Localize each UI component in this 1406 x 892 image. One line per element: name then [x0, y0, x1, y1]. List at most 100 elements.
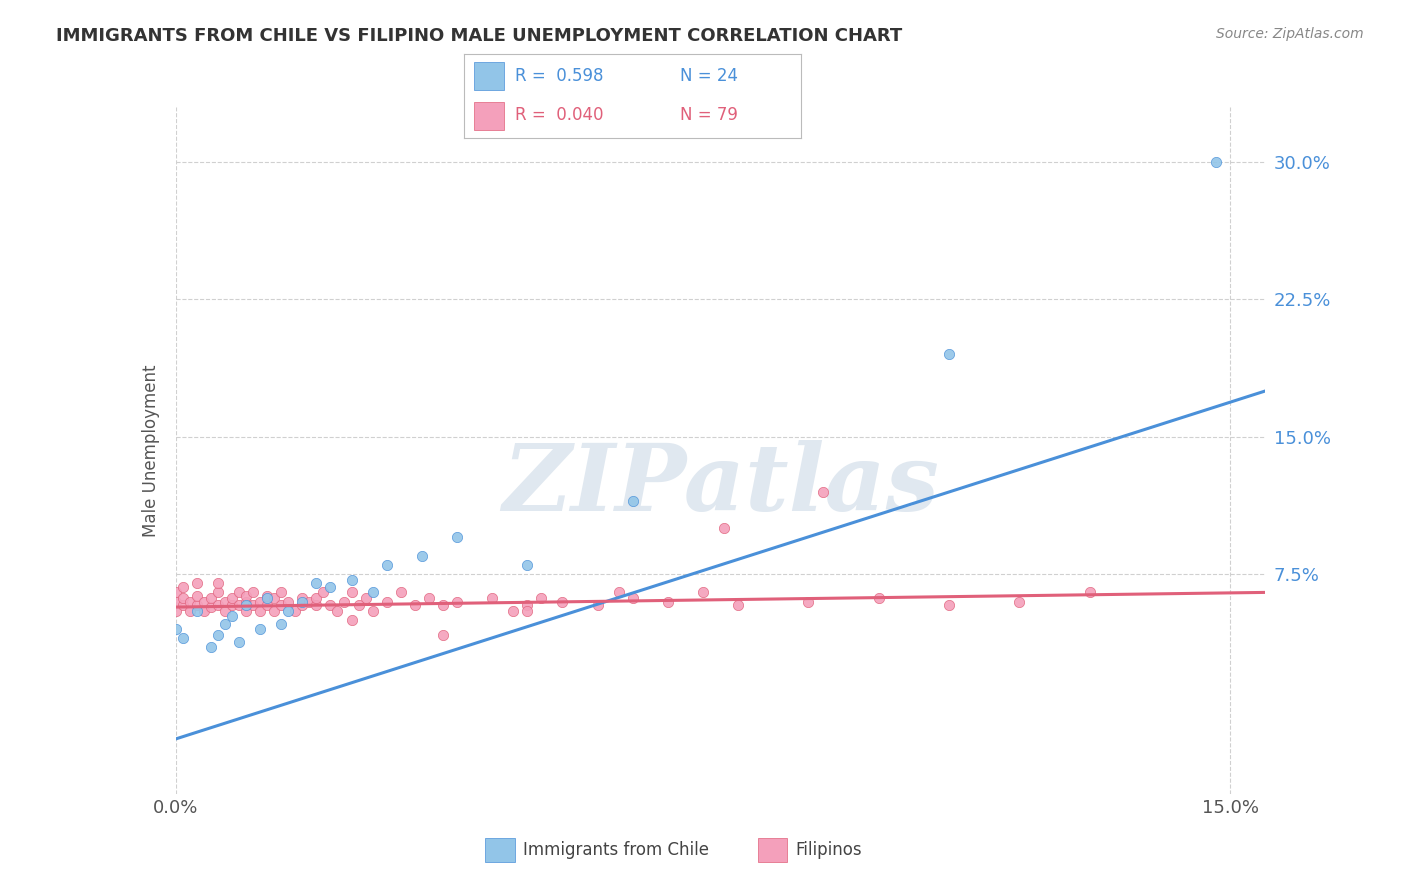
- Point: [418, 591, 440, 605]
- Point: [200, 591, 222, 605]
- Bar: [758, 838, 787, 862]
- Point: [1078, 585, 1101, 599]
- Point: [207, 599, 229, 613]
- Point: [868, 591, 890, 605]
- Point: [256, 589, 278, 603]
- Point: [375, 594, 398, 608]
- Point: [938, 599, 960, 613]
- Point: [263, 604, 285, 618]
- Point: [221, 609, 243, 624]
- Point: [333, 594, 356, 608]
- Point: [312, 585, 335, 599]
- Point: [1008, 594, 1031, 608]
- Point: [200, 640, 222, 655]
- Point: [270, 585, 292, 599]
- Point: [319, 580, 342, 594]
- Text: Source: ZipAtlas.com: Source: ZipAtlas.com: [1216, 27, 1364, 41]
- Point: [607, 585, 630, 599]
- Point: [270, 599, 292, 613]
- Point: [235, 589, 257, 603]
- Point: [235, 604, 257, 618]
- Point: [256, 591, 278, 605]
- Point: [305, 599, 328, 613]
- Point: [172, 580, 194, 594]
- Point: [207, 585, 229, 599]
- Point: [389, 585, 412, 599]
- Point: [516, 599, 538, 613]
- Point: [242, 585, 264, 599]
- Point: [228, 635, 250, 649]
- Point: [481, 591, 503, 605]
- Point: [221, 591, 243, 605]
- Point: [235, 594, 257, 608]
- Point: [354, 591, 377, 605]
- Y-axis label: Male Unemployment: Male Unemployment: [142, 364, 160, 537]
- Point: [172, 631, 194, 645]
- Point: [340, 613, 363, 627]
- Point: [516, 604, 538, 618]
- Point: [340, 573, 363, 587]
- Point: [305, 591, 328, 605]
- Point: [256, 599, 278, 613]
- Point: [214, 616, 236, 631]
- Point: [305, 576, 328, 591]
- Point: [270, 616, 292, 631]
- Point: [291, 594, 314, 608]
- Point: [179, 594, 201, 608]
- Point: [530, 591, 553, 605]
- Point: [692, 585, 714, 599]
- Point: [446, 594, 468, 608]
- Point: [938, 347, 960, 361]
- Point: [186, 589, 208, 603]
- Point: [1205, 155, 1227, 169]
- Point: [228, 585, 250, 599]
- Text: R =  0.040: R = 0.040: [515, 106, 603, 124]
- Bar: [474, 62, 505, 90]
- Point: [551, 594, 574, 608]
- Point: [347, 599, 370, 613]
- Point: [172, 591, 194, 605]
- Point: [432, 599, 454, 613]
- Point: [200, 600, 222, 615]
- Point: [291, 591, 314, 605]
- Point: [516, 558, 538, 572]
- Point: [235, 599, 257, 613]
- Point: [228, 599, 250, 613]
- Point: [207, 576, 229, 591]
- Point: [214, 594, 236, 608]
- Point: [165, 622, 187, 636]
- Text: ZIPatlas: ZIPatlas: [502, 440, 939, 530]
- Point: [249, 622, 271, 636]
- Point: [193, 594, 215, 608]
- Point: [277, 604, 299, 618]
- Bar: [474, 102, 505, 130]
- Point: [291, 599, 314, 613]
- Point: [172, 599, 194, 613]
- Point: [249, 604, 271, 618]
- Point: [249, 594, 271, 608]
- Point: [657, 594, 679, 608]
- Point: [186, 604, 208, 618]
- Text: N = 79: N = 79: [681, 106, 738, 124]
- Text: Filipinos: Filipinos: [796, 840, 862, 859]
- Point: [432, 627, 454, 641]
- Point: [186, 576, 208, 591]
- Point: [411, 549, 433, 563]
- Point: [621, 493, 644, 508]
- Point: [713, 521, 735, 535]
- Point: [165, 604, 187, 618]
- Text: Immigrants from Chile: Immigrants from Chile: [523, 840, 709, 859]
- Text: IMMIGRANTS FROM CHILE VS FILIPINO MALE UNEMPLOYMENT CORRELATION CHART: IMMIGRANTS FROM CHILE VS FILIPINO MALE U…: [56, 27, 903, 45]
- Point: [165, 585, 187, 599]
- Point: [277, 594, 299, 608]
- Point: [179, 604, 201, 618]
- Text: N = 24: N = 24: [681, 67, 738, 85]
- Point: [165, 594, 187, 608]
- Point: [186, 599, 208, 613]
- Point: [502, 604, 524, 618]
- Point: [375, 558, 398, 572]
- Point: [340, 585, 363, 599]
- Point: [284, 604, 307, 618]
- Bar: [485, 838, 515, 862]
- Point: [207, 627, 229, 641]
